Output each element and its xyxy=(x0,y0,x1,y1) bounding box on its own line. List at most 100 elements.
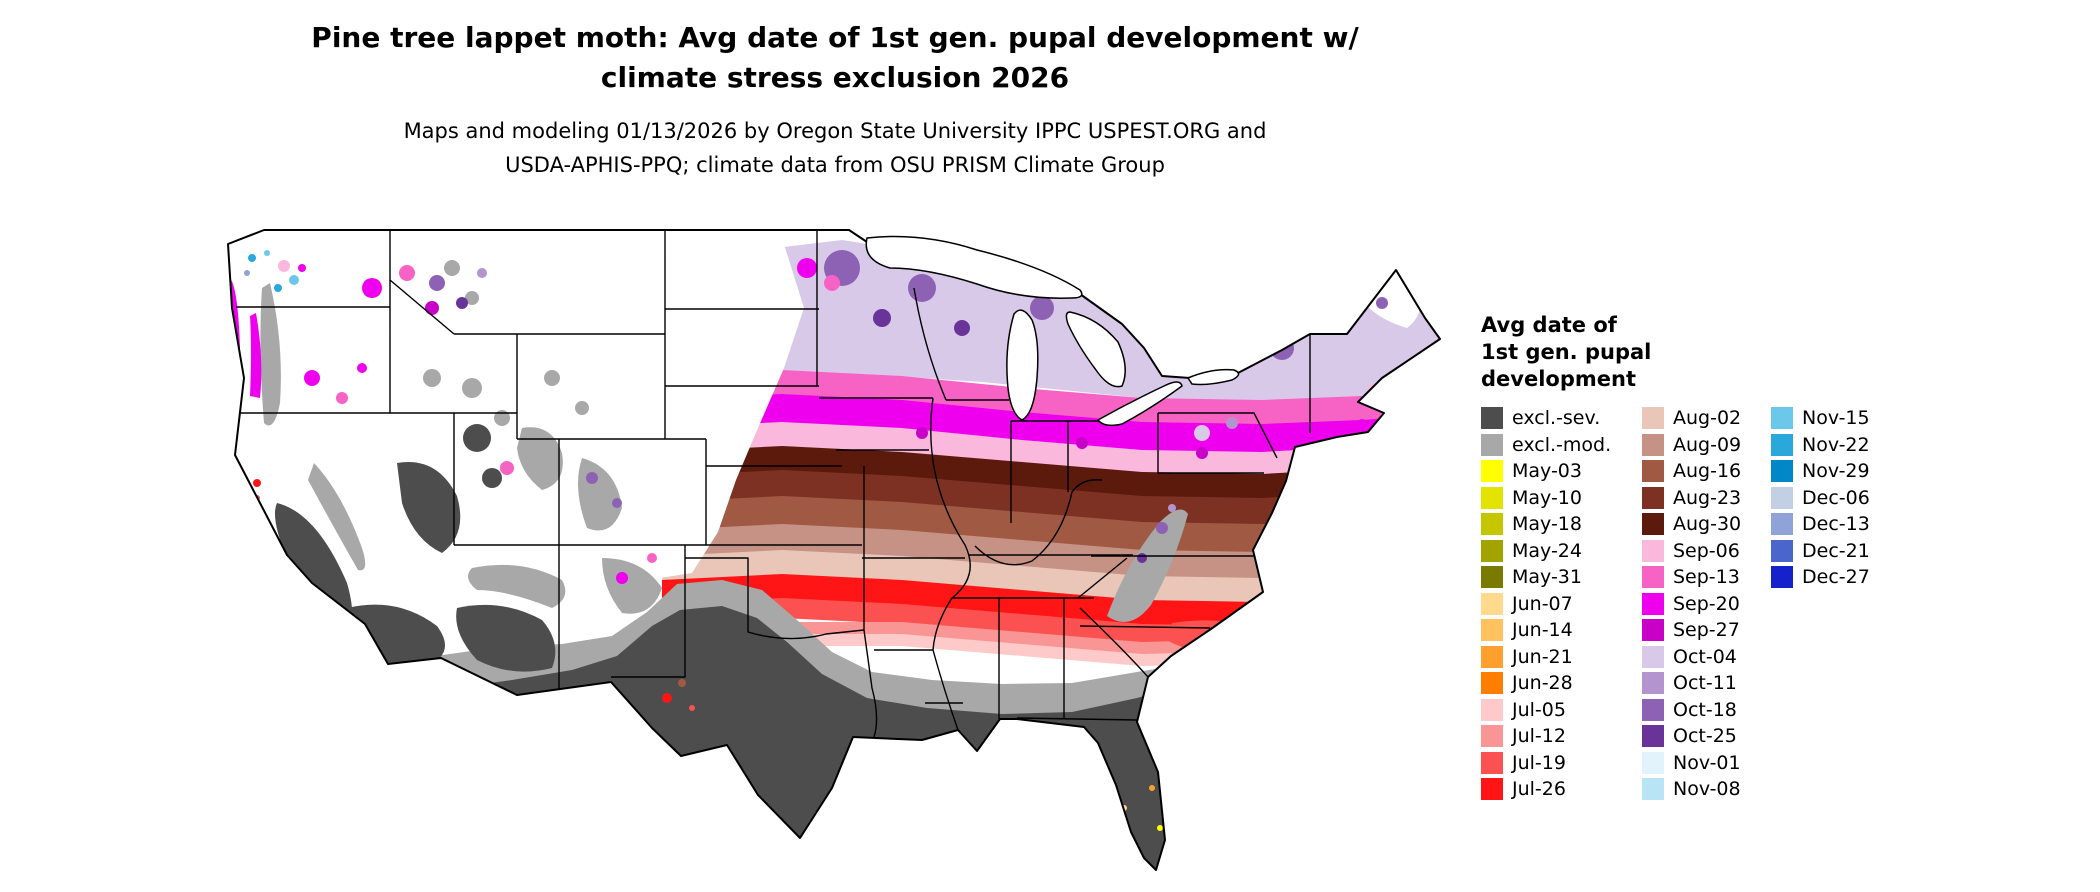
legend-entry: Jul-26 xyxy=(1481,776,1642,803)
legend-swatch xyxy=(1642,698,1664,721)
map-subtitle: Maps and modeling 01/13/2026 by Oregon S… xyxy=(403,119,1267,177)
legend-swatch xyxy=(1481,698,1503,721)
legend-entry: Oct-04 xyxy=(1642,644,1771,671)
legend-label: Dec-27 xyxy=(1802,566,1870,589)
legend-swatch xyxy=(1481,725,1503,748)
legend-label: Sep-27 xyxy=(1673,619,1740,642)
legend-entry: Jun-07 xyxy=(1481,591,1642,618)
legend-label: Aug-30 xyxy=(1673,513,1742,536)
legend-swatch xyxy=(1481,460,1503,483)
legend-entry: Dec-21 xyxy=(1771,538,1891,565)
legend-swatch xyxy=(1642,460,1664,483)
legend-entry: May-24 xyxy=(1481,538,1642,565)
legend-swatch xyxy=(1481,592,1503,615)
legend-entry: Aug-30 xyxy=(1642,511,1771,538)
lake-ontario xyxy=(1186,368,1240,386)
legend-entry: Jul-19 xyxy=(1481,750,1642,777)
legend-label: Jun-14 xyxy=(1512,619,1573,642)
legend-label: May-18 xyxy=(1512,513,1582,536)
legend-label: Nov-15 xyxy=(1802,407,1870,430)
legend-entry: Jun-21 xyxy=(1481,644,1642,671)
legend-entry: Dec-27 xyxy=(1771,564,1891,591)
legend-entry: Aug-23 xyxy=(1642,485,1771,512)
legend-entry: Dec-06 xyxy=(1771,485,1891,512)
legend-label: Nov-22 xyxy=(1802,433,1870,456)
legend-label: Dec-21 xyxy=(1802,539,1870,562)
legend-entry: Jul-12 xyxy=(1481,723,1642,750)
lake-erie xyxy=(1096,381,1183,427)
legend-entry: Jun-28 xyxy=(1481,670,1642,697)
legend-entry: Jun-14 xyxy=(1481,617,1642,644)
legend-label: Sep-13 xyxy=(1673,566,1740,589)
legend-entry: Nov-29 xyxy=(1771,458,1891,485)
legend-entry: Oct-25 xyxy=(1642,723,1771,750)
legend-label: Sep-06 xyxy=(1673,539,1740,562)
legend-label: Oct-11 xyxy=(1673,672,1737,695)
lake-superior xyxy=(865,235,1083,299)
legend-label: Aug-09 xyxy=(1673,433,1742,456)
legend-swatch xyxy=(1642,566,1664,589)
legend-label: Jul-26 xyxy=(1512,778,1566,801)
legend-entry: May-31 xyxy=(1481,564,1642,591)
legend-label: Oct-04 xyxy=(1673,645,1737,668)
legend-swatch xyxy=(1642,513,1664,536)
great-lakes xyxy=(865,235,1240,427)
legend-label: Aug-16 xyxy=(1673,460,1742,483)
legend-entry: Sep-13 xyxy=(1642,564,1771,591)
legend-column-3: Nov-15 Nov-22 Nov-29 Dec-06 Dec-13 Dec-21 Dec-… xyxy=(1771,405,1891,591)
legend-entry: Nov-15 xyxy=(1771,405,1891,432)
legend-entry: Nov-22 xyxy=(1771,432,1891,459)
us-map xyxy=(222,228,1442,888)
legend-label: excl.-mod. xyxy=(1512,433,1612,456)
legend-entry: Aug-16 xyxy=(1642,458,1771,485)
lake-huron xyxy=(1065,311,1126,388)
legend-swatch xyxy=(1481,486,1503,509)
legend-swatch xyxy=(1642,751,1664,774)
legend-columns: excl.-sev. excl.-mod. May-03 May-10 May-18 Ma… xyxy=(1481,405,1891,803)
legend-label: Aug-02 xyxy=(1673,407,1742,430)
legend-entry: Dec-13 xyxy=(1771,511,1891,538)
legend-swatch xyxy=(1481,751,1503,774)
legend-swatch xyxy=(1771,513,1793,536)
legend-label: Dec-06 xyxy=(1802,486,1870,509)
legend-entry: Sep-20 xyxy=(1642,591,1771,618)
legend-swatch xyxy=(1481,407,1503,430)
legend-label: Oct-18 xyxy=(1673,698,1737,721)
legend-swatch xyxy=(1481,513,1503,536)
legend-entry: May-10 xyxy=(1481,485,1642,512)
legend-swatch xyxy=(1642,725,1664,748)
legend-entry: Aug-02 xyxy=(1642,405,1771,432)
map-title: Pine tree lappet moth: Avg date of 1st g… xyxy=(311,21,1359,94)
legend-label: Nov-01 xyxy=(1673,751,1741,774)
us-map-graphic xyxy=(227,229,1441,871)
legend-swatch xyxy=(1771,460,1793,483)
legend-column-1: excl.-sev. excl.-mod. May-03 May-10 May-18 Ma… xyxy=(1481,405,1642,803)
legend-swatch xyxy=(1481,566,1503,589)
legend-label: Jul-19 xyxy=(1512,751,1566,774)
legend-label: Jun-21 xyxy=(1512,645,1573,668)
legend-swatch xyxy=(1642,407,1664,430)
legend-label: May-24 xyxy=(1512,539,1582,562)
legend-entry: Aug-09 xyxy=(1642,432,1771,459)
legend-label: Dec-13 xyxy=(1802,513,1870,536)
legend-swatch xyxy=(1642,619,1664,642)
legend-entry: excl.-mod. xyxy=(1481,432,1642,459)
legend-swatch xyxy=(1771,407,1793,430)
legend-swatch xyxy=(1642,592,1664,615)
legend-swatch xyxy=(1771,566,1793,589)
legend-entry: Jul-05 xyxy=(1481,697,1642,724)
legend-label: Nov-29 xyxy=(1802,460,1870,483)
legend-swatch xyxy=(1481,672,1503,695)
legend-label: Aug-23 xyxy=(1673,486,1742,509)
legend-title: Avg date of 1st gen. pupal development xyxy=(1481,313,1652,391)
us-outline xyxy=(227,229,1441,871)
state-borders xyxy=(236,230,1311,738)
legend-entry: Nov-01 xyxy=(1642,750,1771,777)
legend-entry: May-03 xyxy=(1481,458,1642,485)
legend-column-2: Aug-02 Aug-09 Aug-16 Aug-23 Aug-30 Sep-06 Sep-… xyxy=(1642,405,1771,803)
legend-swatch xyxy=(1642,486,1664,509)
legend-label: May-10 xyxy=(1512,486,1582,509)
legend-label: Sep-20 xyxy=(1673,592,1740,615)
legend-swatch xyxy=(1481,778,1503,801)
